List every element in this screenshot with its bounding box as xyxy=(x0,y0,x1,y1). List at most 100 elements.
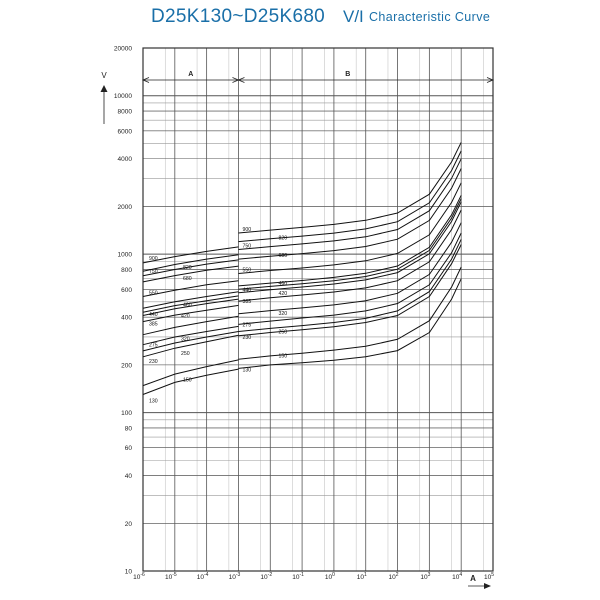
region-arrow-right xyxy=(486,77,495,83)
curve-region-a xyxy=(142,246,239,264)
x-tick-label: 10-6 xyxy=(133,572,145,581)
curve-label-a: 250 xyxy=(181,351,190,357)
curve-region-a xyxy=(142,334,239,358)
curve-region-b xyxy=(238,168,462,260)
x-axis-label: A xyxy=(470,574,476,583)
curve-region-b xyxy=(238,244,462,337)
curve-label-b: 420 xyxy=(278,291,287,297)
curve-region-a xyxy=(142,280,239,297)
curve-label-b: 460 xyxy=(278,281,287,287)
title-vi: V/I xyxy=(343,7,364,26)
curve-label-b: 900 xyxy=(242,227,251,233)
y-axis-label: V xyxy=(101,71,107,80)
curve-label-b: 130 xyxy=(242,367,251,373)
region-label: A xyxy=(188,71,193,78)
curve-region-b xyxy=(238,158,462,250)
curve-region-b xyxy=(238,239,462,332)
y-tick-label: 8000 xyxy=(118,109,133,116)
x-tick-label: 104 xyxy=(452,572,462,581)
y-tick-label: 2000 xyxy=(118,204,133,211)
curve-label-b: 150 xyxy=(278,353,287,359)
curve-label-b: 250 xyxy=(278,329,287,335)
plot-frame xyxy=(142,47,494,572)
title-main: D25K130~D25K680 xyxy=(151,6,326,27)
curve-label-b: 750 xyxy=(242,243,251,249)
y-tick-label: 6000 xyxy=(118,128,133,135)
y-tick-label: 200 xyxy=(121,362,132,369)
curve-region-b xyxy=(238,222,462,315)
x-tick-label: 103 xyxy=(420,572,430,581)
chart-title: D25K130~D25K680 V/I Characteristic Curve xyxy=(0,6,600,32)
y-tick-label: 800 xyxy=(121,267,132,274)
x-tick-label: 10-2 xyxy=(260,572,272,581)
curve-region-a xyxy=(142,291,239,309)
x-tick-label: 105 xyxy=(484,572,494,581)
curve-label-b: 550 xyxy=(242,267,251,273)
curve-label-b: 680 xyxy=(278,253,287,259)
curve-region-a xyxy=(142,368,239,395)
x-tick-label: 10-1 xyxy=(292,572,304,581)
curve-region-b xyxy=(238,266,462,360)
curve-label-a: 820 xyxy=(183,265,192,271)
curve-label-b: 820 xyxy=(278,236,287,242)
x-tick-label: 100 xyxy=(325,572,335,581)
curve-label-a: 750 xyxy=(149,269,158,275)
y-tick-label: 80 xyxy=(125,425,133,432)
y-tick-label: 20 xyxy=(125,521,133,528)
curve-label-b: 320 xyxy=(278,311,287,317)
y-tick-label: 10 xyxy=(125,569,133,576)
curve-region-b xyxy=(238,195,462,287)
curve-region-b xyxy=(238,278,462,369)
curve-region-b xyxy=(238,142,462,234)
curve-label-a: 385 xyxy=(149,322,158,328)
region-arrow-left xyxy=(141,77,150,83)
curve-region-b xyxy=(238,232,462,325)
x-tick-label: 10-5 xyxy=(165,572,177,581)
curve-region-b xyxy=(238,182,462,274)
curve-region-b xyxy=(238,198,462,290)
curve-label-a: 680 xyxy=(183,276,192,282)
y-tick-label: 40 xyxy=(125,473,133,480)
x-tick-label: 10-3 xyxy=(229,572,241,581)
curve-region-a xyxy=(142,304,239,323)
curve-label-a: 420 xyxy=(181,313,190,319)
curve-label-b: 440 xyxy=(242,287,251,293)
curve-label-a: 550 xyxy=(149,291,158,297)
region-arrow-left xyxy=(237,77,245,83)
curve-region-b xyxy=(238,201,462,294)
curve-label-b: 385 xyxy=(242,299,251,305)
curve-region-a xyxy=(142,265,239,283)
y-tick-label: 10000 xyxy=(114,93,132,100)
curve-region-a xyxy=(142,259,239,277)
curve-region-b xyxy=(238,209,462,302)
curve-label-b: 230 xyxy=(242,335,251,341)
curve-region-a xyxy=(142,359,239,387)
title-sub: Characteristic Curve xyxy=(369,10,491,24)
curve-region-a xyxy=(142,295,239,313)
x-tick-label: 102 xyxy=(389,572,399,581)
region-label: B xyxy=(345,71,350,78)
curve-label-a: 130 xyxy=(149,399,158,405)
y-tick-label: 4000 xyxy=(118,156,133,163)
curve-label-a: 275 xyxy=(149,343,158,349)
curve-region-a xyxy=(142,298,239,316)
curve-region-a xyxy=(142,325,239,346)
curve-label-a: 460 xyxy=(183,302,192,308)
curve-label-a: 440 xyxy=(149,312,158,318)
y-tick-label: 400 xyxy=(121,315,132,322)
curve-region-a xyxy=(142,315,239,336)
y-tick-label: 20000 xyxy=(114,46,132,53)
y-axis-arrow-head xyxy=(100,85,108,92)
x-tick-label: 10-4 xyxy=(197,572,209,581)
curve-region-a xyxy=(142,331,239,352)
curve-label-a: 320 xyxy=(181,337,190,343)
y-tick-label: 600 xyxy=(121,287,132,294)
curve-label-a: 150 xyxy=(183,378,192,384)
x-axis-arrow-head xyxy=(484,583,491,589)
curve-region-a xyxy=(142,254,239,272)
y-tick-label: 100 xyxy=(121,410,132,417)
curve-region-b xyxy=(238,150,462,243)
x-tick-label: 101 xyxy=(357,572,367,581)
curve-label-b: 275 xyxy=(242,322,251,328)
